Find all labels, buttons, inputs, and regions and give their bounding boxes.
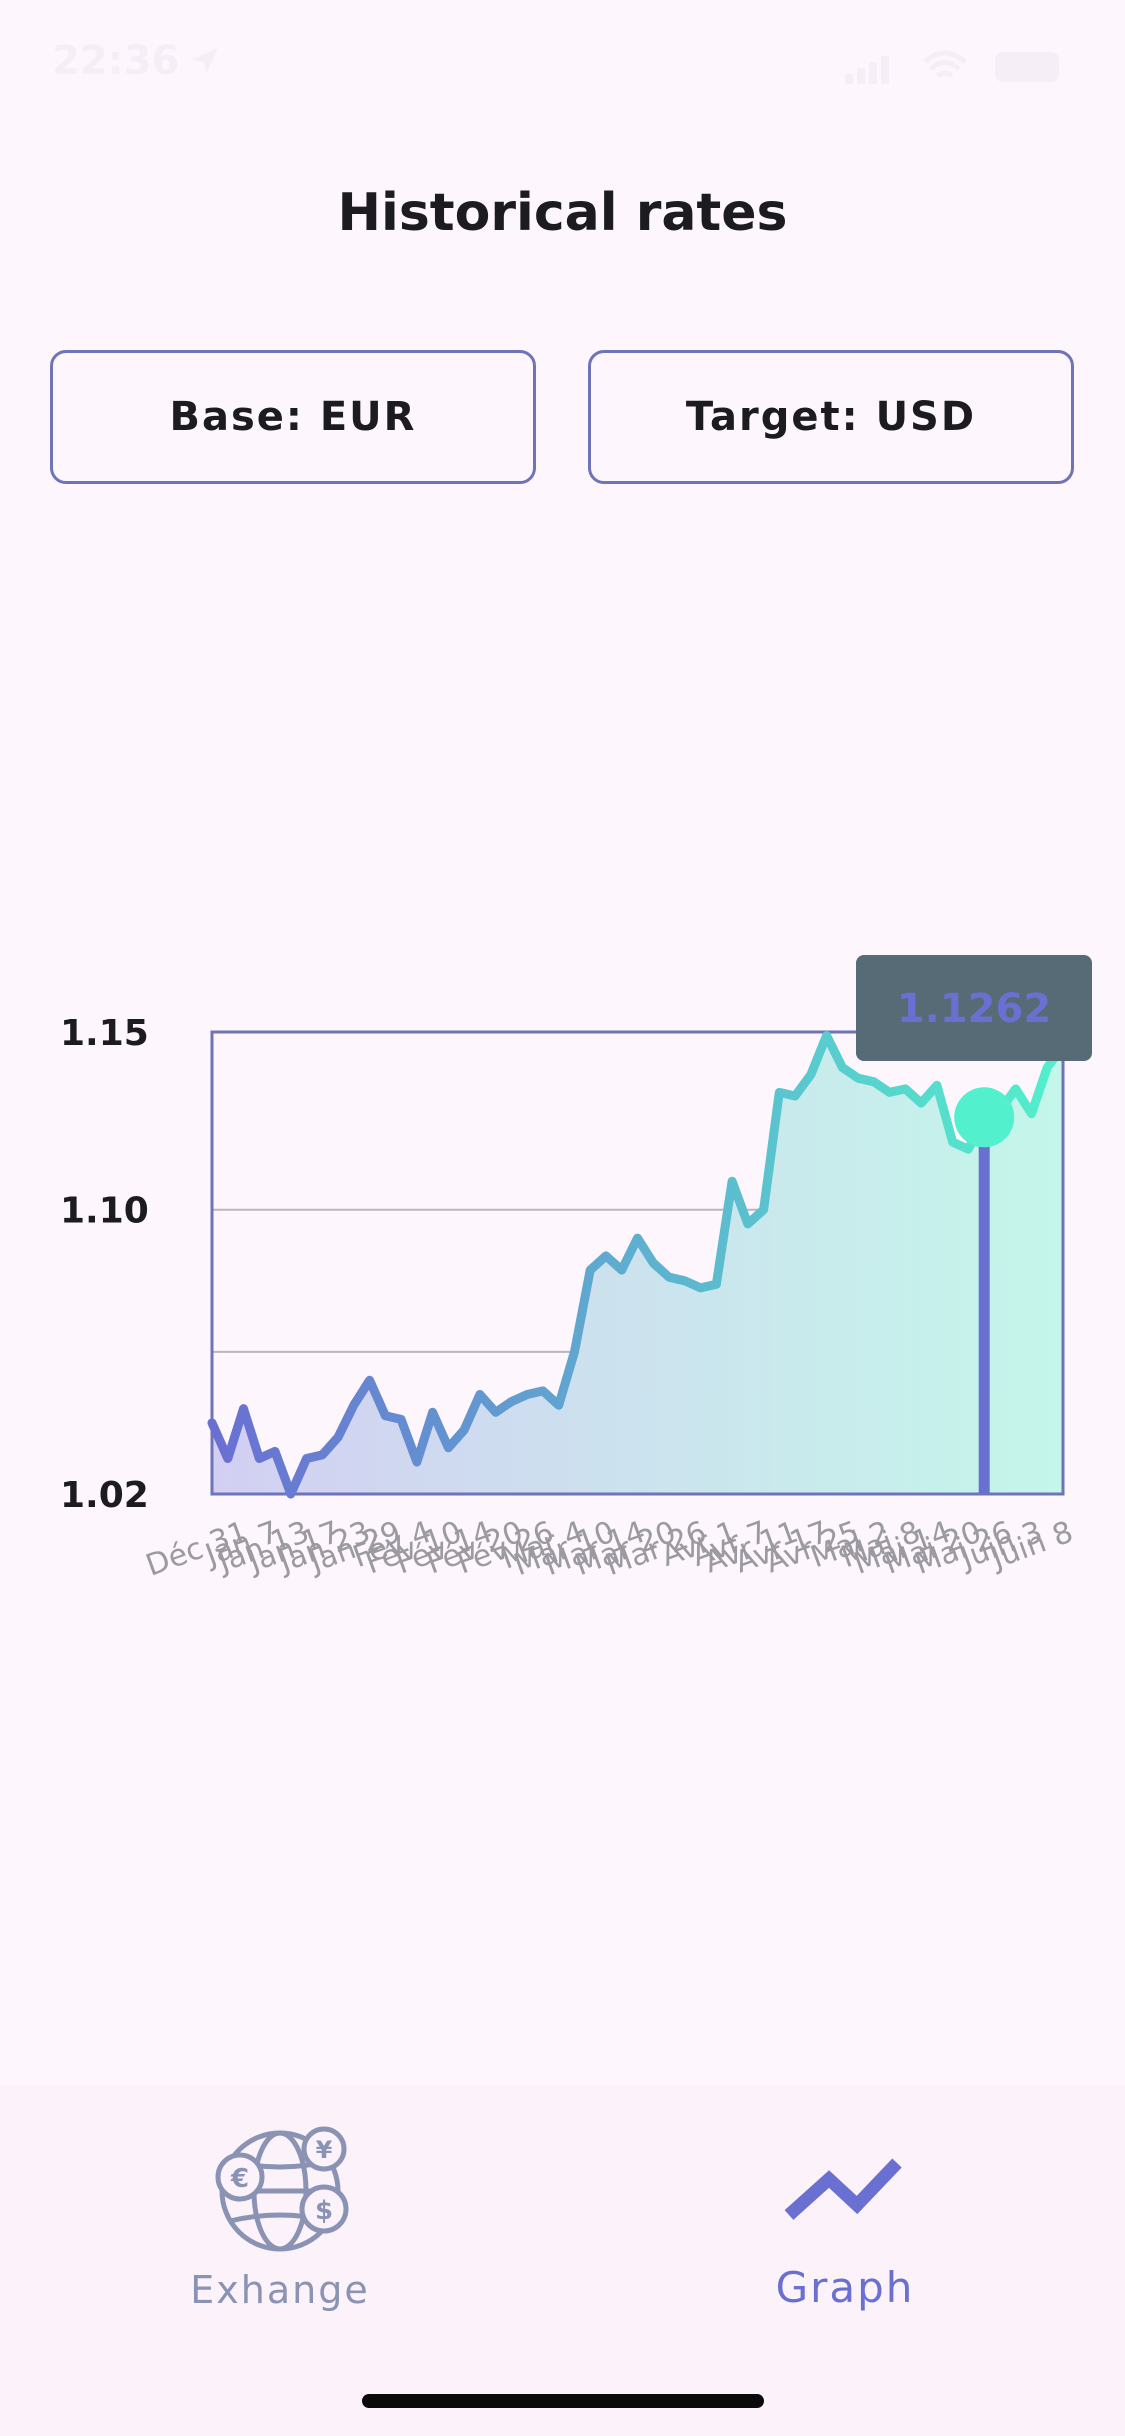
cellular-signal-icon — [845, 56, 889, 84]
y-tick-label: 1.15 — [60, 1013, 149, 1054]
highlight-marker-dot[interactable] — [954, 1087, 1015, 1148]
value-tooltip: 1.1262 — [856, 955, 1092, 1061]
y-tick-label: 1.02 — [60, 1475, 149, 1516]
target-currency-button[interactable]: Target: USD — [588, 350, 1074, 484]
location-arrow-icon — [192, 48, 218, 74]
nav-label-graph: Graph — [775, 2263, 915, 2312]
svg-text:$: $ — [315, 2196, 333, 2226]
home-indicator — [362, 2394, 764, 2408]
nav-label-exchange: Exhange — [190, 2268, 370, 2312]
page-title: Historical rates — [337, 183, 788, 243]
currency-globe-icon: € ¥ $ — [215, 2126, 349, 2252]
svg-text:€: € — [230, 2164, 249, 2194]
nav-item-graph[interactable]: Graph — [695, 2085, 995, 2365]
y-tick-label: 1.10 — [60, 1191, 149, 1232]
svg-text:¥: ¥ — [316, 2136, 333, 2164]
trending-graph-icon — [784, 2158, 902, 2220]
chart-area-fill — [212, 1035, 1063, 1494]
tooltip-value: 1.1262 — [897, 986, 1051, 1032]
status-icons — [845, 50, 1059, 84]
status-time: 22:36 — [52, 38, 180, 84]
wifi-icon — [923, 50, 967, 78]
base-currency-button[interactable]: Base: EUR — [50, 350, 536, 484]
battery-icon — [995, 52, 1059, 82]
plot-frame — [210, 1030, 1065, 1496]
status-bar: 22:36 — [0, 0, 1125, 140]
series-line-eur-usd — [207, 1031, 1068, 1499]
nav-item-exchange[interactable]: € ¥ $ Exhange — [130, 2085, 430, 2365]
bottom-navigation: € ¥ $ Exhange Graph — [0, 2085, 1125, 2436]
